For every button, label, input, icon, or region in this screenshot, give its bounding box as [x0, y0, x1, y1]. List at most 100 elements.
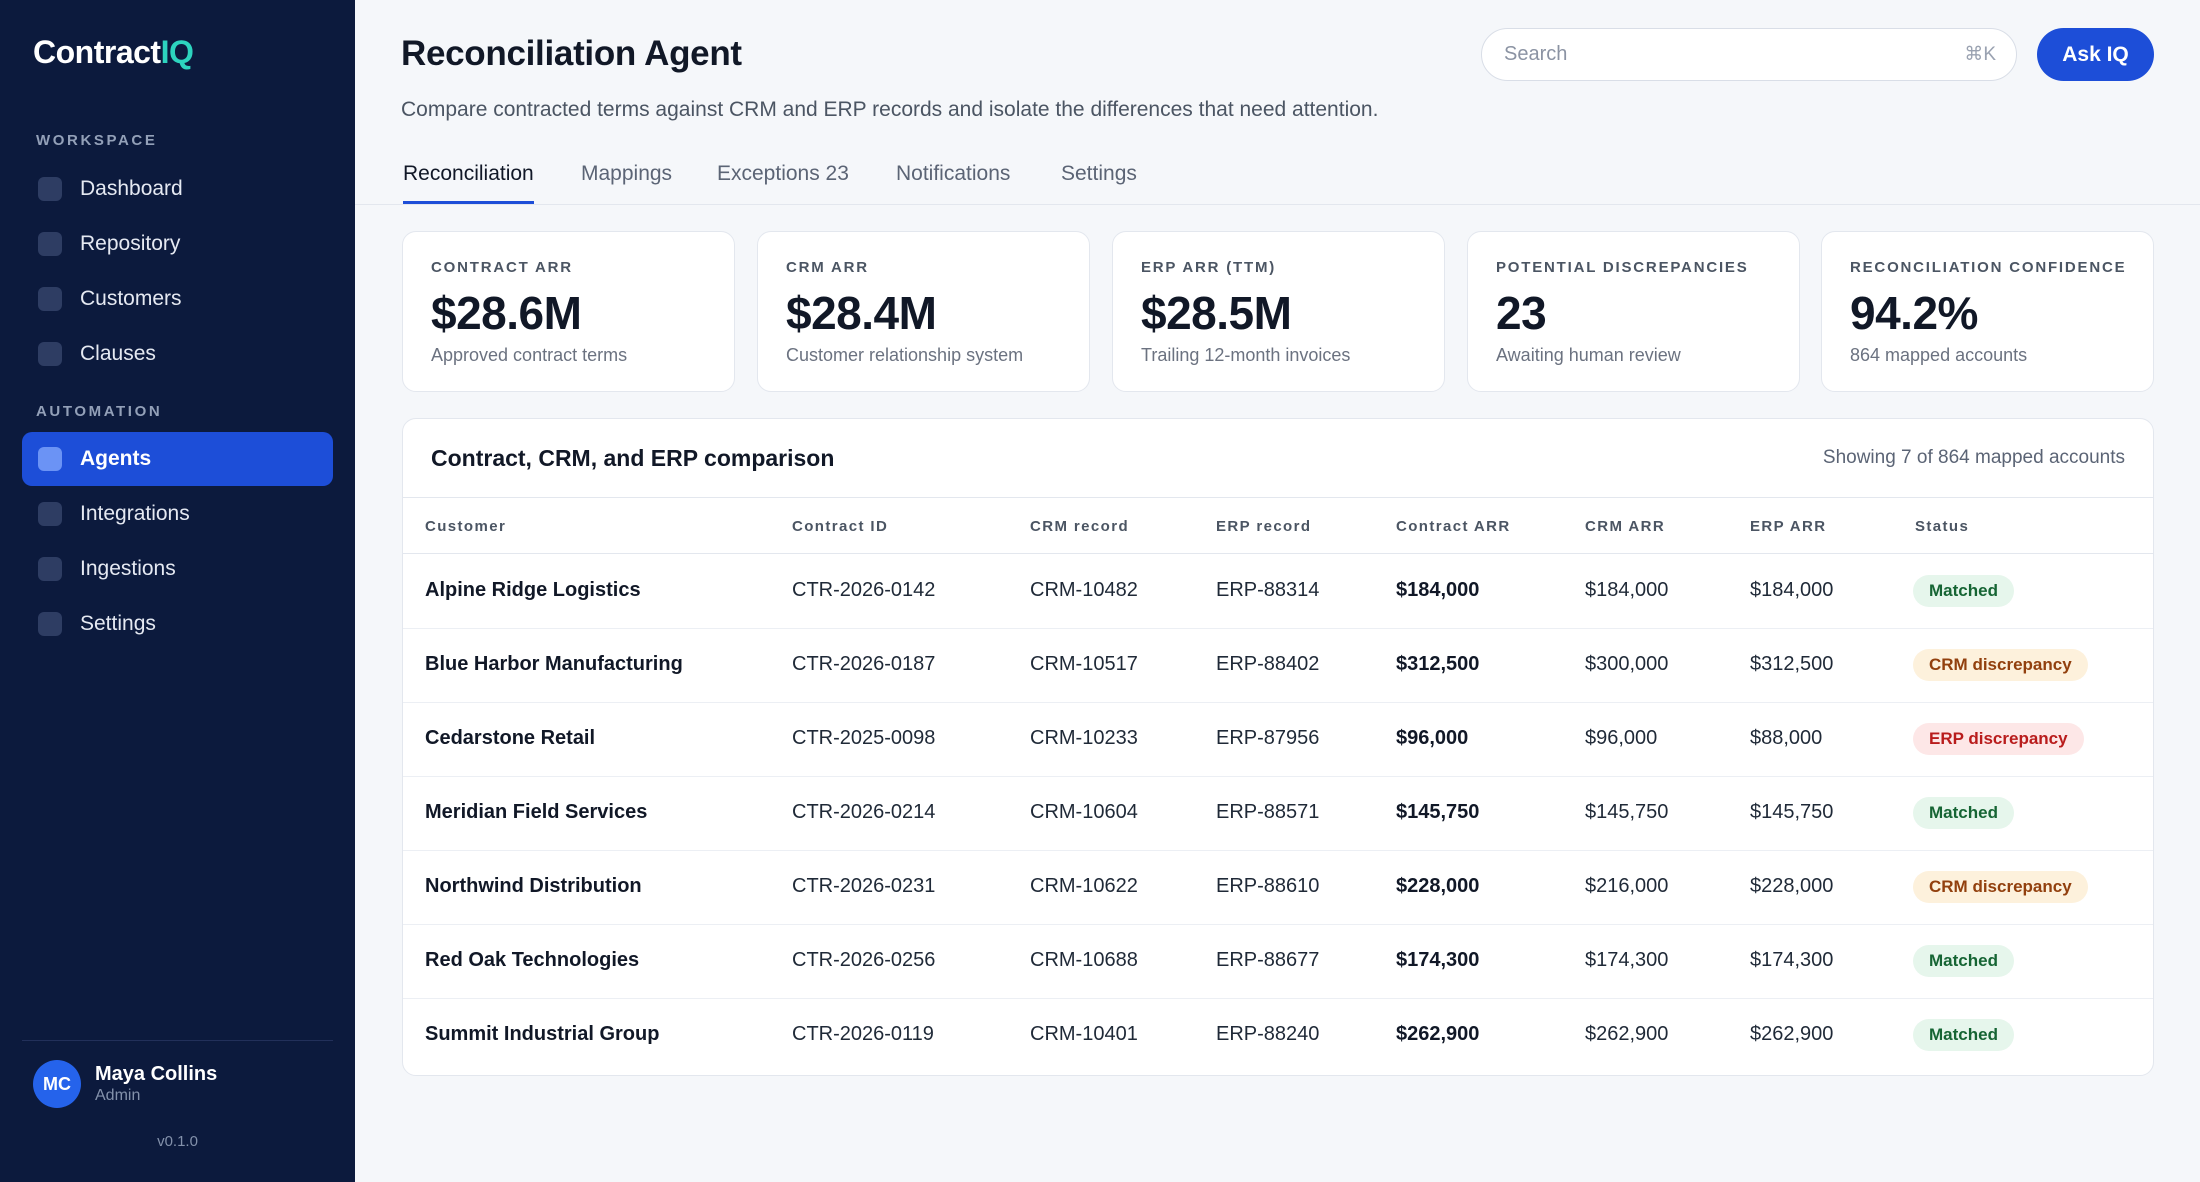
kpi-card-crm-arr: CRM ARR $28.4M Customer relationship sys… [757, 231, 1090, 392]
column-header-erp-record[interactable]: ERP record [1216, 518, 1312, 535]
app-version: v0.1.0 [157, 1133, 198, 1150]
table-count: Showing 7 of 864 mapped accounts [1822, 447, 2125, 468]
tab-settings[interactable]: Settings [1061, 162, 1137, 185]
table-title: Contract, CRM, and ERP comparison [431, 445, 835, 471]
table-row[interactable]: Summit Industrial Group CTR-2026-0119 CRM-… [403, 999, 2153, 1073]
cell-contract-arr: $262,900 [1396, 1023, 1480, 1045]
sidebar-item-settings[interactable]: Settings [22, 597, 333, 651]
cell-contract-id: CTR-2026-0187 [792, 653, 936, 675]
dashboard-icon [38, 177, 62, 201]
kpi-value: 94.2% [1850, 287, 1978, 339]
kpi-label: CONTRACT ARR [431, 259, 573, 276]
brand-name: Contract [33, 34, 161, 70]
status-badge: CRM discrepancy [1913, 649, 2088, 681]
table-row[interactable]: Cedarstone Retail CTR-2025-0098 CRM-10233 E… [403, 703, 2153, 777]
column-header-customer[interactable]: Customer [425, 518, 507, 535]
cell-erp-record: ERP-88677 [1216, 949, 1320, 971]
kpi-label: RECONCILIATION CONFIDENCE [1850, 259, 2127, 276]
column-header-erp-arr[interactable]: ERP ARR [1750, 518, 1827, 535]
status-badge: ERP discrepancy [1913, 723, 2084, 755]
sidebar-item-integrations[interactable]: Integrations [22, 487, 333, 541]
sidebar-item-customers[interactable]: Customers [22, 272, 333, 326]
sidebar-item-label: Dashboard [80, 177, 183, 200]
cell-contract-id: CTR-2026-0231 [792, 875, 936, 897]
column-header-contract-id[interactable]: Contract ID [792, 518, 889, 535]
page-title: Reconciliation Agent [401, 34, 742, 73]
section-label-automation: AUTOMATION [36, 403, 163, 420]
table-row[interactable]: Northwind Distribution CTR-2026-0231 CRM-1… [403, 851, 2153, 925]
kpi-label: CRM ARR [786, 259, 869, 276]
cell-customer: Blue Harbor Manufacturing [425, 653, 683, 675]
clauses-icon [38, 342, 62, 366]
sidebar-item-label: Customers [80, 287, 182, 310]
search-shortcut: ⌘K [1964, 44, 1996, 65]
column-header-contract-arr[interactable]: Contract ARR [1396, 518, 1511, 535]
user-role: Admin [95, 1087, 141, 1104]
cell-erp-arr: $262,900 [1750, 1023, 1834, 1045]
cell-crm-arr: $262,900 [1585, 1023, 1669, 1045]
column-header-status[interactable]: Status [1915, 518, 1970, 535]
cell-contract-arr: $228,000 [1396, 875, 1480, 897]
user-name: Maya Collins [95, 1063, 218, 1085]
column-header-crm-record[interactable]: CRM record [1030, 518, 1130, 535]
settings-icon [38, 612, 62, 636]
sidebar-item-ingestions[interactable]: Ingestions [22, 542, 333, 596]
agents-icon [38, 447, 62, 471]
status-badge: Matched [1913, 575, 2014, 607]
kpi-sub: Approved contract terms [431, 345, 628, 365]
customers-icon [38, 287, 62, 311]
sidebar-item-agents[interactable]: Agents [22, 432, 333, 486]
kpi-card-contract-arr: CONTRACT ARR $28.6M Approved contract te… [402, 231, 735, 392]
cell-erp-record: ERP-88402 [1216, 653, 1320, 675]
sidebar-item-clauses[interactable]: Clauses [22, 327, 333, 381]
sidebar-item-dashboard[interactable]: Dashboard [22, 162, 333, 216]
cell-customer: Cedarstone Retail [425, 727, 596, 749]
brand-logo[interactable]: ContractIQ [33, 34, 194, 71]
integrations-icon [38, 502, 62, 526]
cell-crm-record: CRM-10401 [1030, 1023, 1138, 1045]
tab-bar: Reconciliation Mappings Exceptions 23 No… [355, 145, 2200, 205]
tab-reconciliation[interactable]: Reconciliation [403, 162, 534, 204]
ask-iq-button[interactable]: Ask IQ [2037, 28, 2154, 81]
table-row[interactable]: Meridian Field Services CTR-2026-0214 CRM-… [403, 777, 2153, 851]
comparison-table-card: Contract, CRM, and ERP comparison Showin… [402, 418, 2154, 1076]
tab-mappings[interactable]: Mappings [581, 162, 673, 185]
cell-erp-record: ERP-88240 [1216, 1023, 1320, 1045]
table-row[interactable]: Red Oak Technologies CTR-2026-0256 CRM-106… [403, 925, 2153, 999]
kpi-sub: Customer relationship system [786, 345, 1024, 365]
table-row[interactable]: Alpine Ridge Logistics CTR-2026-0142 CRM-1… [403, 555, 2153, 629]
cell-customer: Alpine Ridge Logistics [425, 579, 641, 601]
tab-exceptions[interactable]: Exceptions 23 [717, 162, 849, 185]
page-subtitle: Compare contracted terms against CRM and… [401, 98, 1379, 121]
kpi-card-erp-arr: ERP ARR (TTM) $28.5M Trailing 12-month i… [1112, 231, 1445, 392]
cell-contract-id: CTR-2026-0119 [792, 1023, 934, 1045]
kpi-label: ERP ARR (TTM) [1141, 259, 1277, 276]
cell-crm-arr: $184,000 [1585, 579, 1669, 601]
search-input[interactable] [1504, 29, 1924, 80]
kpi-sub: Awaiting human review [1496, 345, 1681, 365]
cell-customer: Northwind Distribution [425, 875, 642, 897]
tab-notifications[interactable]: Notifications [896, 162, 1011, 185]
cell-erp-record: ERP-88610 [1216, 875, 1320, 897]
kpi-value: $28.5M [1141, 287, 1292, 339]
cell-erp-arr: $312,500 [1750, 653, 1834, 675]
column-header-crm-arr[interactable]: CRM ARR [1585, 518, 1666, 535]
cell-crm-arr: $145,750 [1585, 801, 1669, 823]
cell-crm-arr: $96,000 [1585, 727, 1658, 749]
avatar[interactable]: MC [33, 1060, 81, 1108]
kpi-sub: 864 mapped accounts [1850, 345, 2028, 365]
kpi-card-discrepancies: POTENTIAL DISCREPANCIES 23 Awaiting huma… [1467, 231, 1800, 392]
cell-erp-record: ERP-88571 [1216, 801, 1320, 823]
cell-customer: Meridian Field Services [425, 801, 648, 823]
cell-contract-arr: $96,000 [1396, 727, 1469, 749]
cell-contract-arr: $184,000 [1396, 579, 1480, 601]
sidebar-item-repository[interactable]: Repository [22, 217, 333, 271]
sidebar: ContractIQ WORKSPACE Dashboard Repositor… [0, 0, 355, 1182]
table-row[interactable]: Blue Harbor Manufacturing CTR-2026-0187 CR… [403, 629, 2153, 703]
cell-crm-record: CRM-10517 [1030, 653, 1138, 675]
repository-icon [38, 232, 62, 256]
kpi-card-confidence: RECONCILIATION CONFIDENCE 94.2% 864 mapp… [1821, 231, 2154, 392]
status-badge: CRM discrepancy [1913, 871, 2088, 903]
kpi-sub: Trailing 12-month invoices [1141, 345, 1351, 365]
cell-contract-id: CTR-2026-0214 [792, 801, 936, 823]
